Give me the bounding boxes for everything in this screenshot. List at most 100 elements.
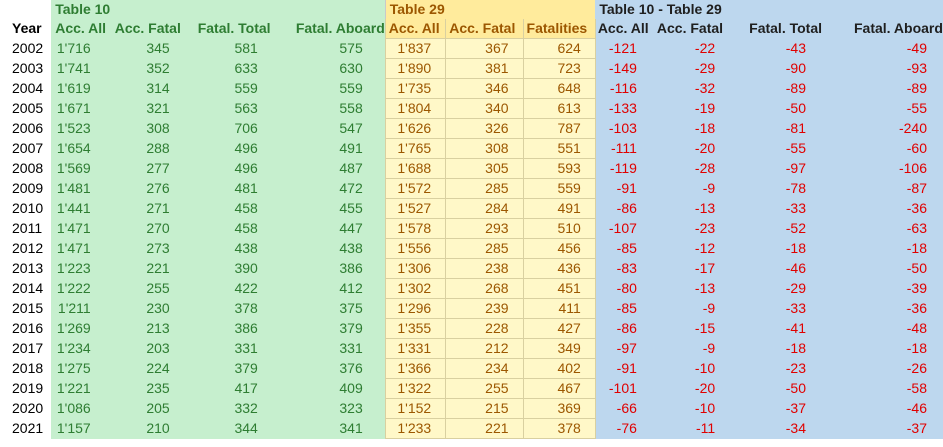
t10-value-cell[interactable]: 375: [279, 298, 386, 319]
t10-value-cell[interactable]: 547: [279, 118, 386, 139]
diff-value-cell[interactable]: -18: [822, 338, 943, 359]
t29-value-cell[interactable]: 1'152: [384, 398, 447, 419]
t29-value-cell[interactable]: 467: [522, 378, 596, 399]
diff-value-cell[interactable]: -80: [595, 278, 653, 299]
diff-value-cell[interactable]: -9: [652, 338, 732, 359]
t10-value-cell[interactable]: 221: [112, 258, 192, 279]
diff-value-cell[interactable]: -86: [595, 198, 653, 219]
diff-value-cell[interactable]: -107: [595, 218, 653, 239]
diff-value-cell[interactable]: -106: [822, 158, 943, 179]
diff-value-cell[interactable]: -83: [595, 258, 653, 279]
diff-value-cell[interactable]: -11: [652, 418, 732, 439]
t29-value-cell[interactable]: 451: [522, 278, 596, 299]
diff-value-cell[interactable]: -17: [652, 258, 732, 279]
t29-value-cell[interactable]: 378: [522, 418, 596, 439]
t29-value-cell[interactable]: 1'626: [384, 118, 447, 139]
t10-value-cell[interactable]: 458: [191, 198, 280, 219]
t29-value-cell[interactable]: 349: [522, 338, 596, 359]
diff-value-cell[interactable]: -111: [595, 138, 653, 159]
year-cell[interactable]: 2014: [12, 280, 44, 296]
diff-value-cell[interactable]: -28: [652, 158, 732, 179]
t29-value-cell[interactable]: 427: [522, 318, 596, 339]
diff-value-cell[interactable]: -97: [731, 158, 822, 179]
diff-value-cell[interactable]: -22: [652, 38, 732, 59]
t10-value-cell[interactable]: 331: [279, 338, 386, 359]
t10-value-cell[interactable]: 224: [112, 358, 192, 379]
year-cell[interactable]: 2008: [12, 160, 44, 176]
t29-value-cell[interactable]: 1'765: [384, 138, 447, 159]
year-cell[interactable]: 2005: [12, 100, 44, 116]
year-cell[interactable]: 2010: [12, 200, 44, 216]
diff-value-cell[interactable]: -9: [652, 298, 732, 319]
t10-value-cell[interactable]: 491: [279, 138, 386, 159]
t10-value-cell[interactable]: 332: [191, 398, 280, 419]
t29-value-cell[interactable]: 723: [522, 58, 596, 79]
t10-value-cell[interactable]: 1'569: [51, 158, 113, 179]
t10-value-cell[interactable]: 205: [112, 398, 192, 419]
diff-value-cell[interactable]: -89: [822, 78, 943, 99]
t10-value-cell[interactable]: 472: [279, 178, 386, 199]
diff-value-cell[interactable]: -91: [595, 358, 653, 379]
diff-value-cell[interactable]: -20: [652, 138, 732, 159]
t10-value-cell[interactable]: 270: [112, 218, 192, 239]
t10-value-cell[interactable]: 1'619: [51, 78, 113, 99]
t29-value-cell[interactable]: 436: [522, 258, 596, 279]
diff-value-cell[interactable]: -20: [652, 378, 732, 399]
diff-value-cell[interactable]: -29: [652, 58, 732, 79]
t10-value-cell[interactable]: 230: [112, 298, 192, 319]
t10-value-cell[interactable]: 379: [191, 358, 280, 379]
t29-value-cell[interactable]: 1'296: [384, 298, 447, 319]
diff-value-cell[interactable]: -63: [822, 218, 943, 239]
t29-value-cell[interactable]: 255: [445, 378, 524, 399]
year-cell[interactable]: 2017: [12, 340, 44, 356]
t10-value-cell[interactable]: 1'157: [51, 418, 113, 439]
year-cell[interactable]: 2006: [12, 120, 44, 136]
t29-value-cell[interactable]: 215: [445, 398, 524, 419]
diff-value-cell[interactable]: -87: [822, 178, 943, 199]
t29-value-cell[interactable]: 346: [445, 78, 524, 99]
diff-value-cell[interactable]: -13: [652, 198, 732, 219]
t10-value-cell[interactable]: 563: [191, 98, 280, 119]
diff-value-cell[interactable]: -116: [595, 78, 653, 99]
year-cell[interactable]: 2018: [12, 360, 44, 376]
diff-value-cell[interactable]: -240: [822, 118, 943, 139]
diff-value-cell[interactable]: -121: [595, 38, 653, 59]
diff-value-cell[interactable]: -32: [652, 78, 732, 99]
diff-value-cell[interactable]: -91: [595, 178, 653, 199]
t10-value-cell[interactable]: 558: [279, 98, 386, 119]
diff-value-cell[interactable]: -33: [731, 198, 822, 219]
t10-value-cell[interactable]: 496: [191, 138, 280, 159]
year-cell[interactable]: 2020: [12, 400, 44, 416]
t10-value-cell[interactable]: 323: [279, 398, 386, 419]
t10-value-cell[interactable]: 386: [279, 258, 386, 279]
t29-value-cell[interactable]: 369: [522, 398, 596, 419]
t29-value-cell[interactable]: 234: [445, 358, 524, 379]
t10-value-cell[interactable]: 1'716: [51, 38, 113, 59]
diff-value-cell[interactable]: -85: [595, 238, 653, 259]
t29-value-cell[interactable]: 293: [445, 218, 524, 239]
t10-value-cell[interactable]: 559: [279, 78, 386, 99]
t10-value-cell[interactable]: 390: [191, 258, 280, 279]
t29-value-cell[interactable]: 238: [445, 258, 524, 279]
diff-value-cell[interactable]: -37: [731, 398, 822, 419]
t10-value-cell[interactable]: 255: [112, 278, 192, 299]
year-cell[interactable]: 2019: [12, 380, 44, 396]
t10-value-cell[interactable]: 1'234: [51, 338, 113, 359]
t10-value-cell[interactable]: 487: [279, 158, 386, 179]
diff-value-cell[interactable]: -93: [822, 58, 943, 79]
t29-value-cell[interactable]: 491: [522, 198, 596, 219]
diff-value-cell[interactable]: -43: [731, 38, 822, 59]
t10-value-cell[interactable]: 235: [112, 378, 192, 399]
t10-value-cell[interactable]: 447: [279, 218, 386, 239]
t10-value-cell[interactable]: 581: [191, 38, 280, 59]
diff-value-cell[interactable]: -149: [595, 58, 653, 79]
t10-value-cell[interactable]: 417: [191, 378, 280, 399]
t29-value-cell[interactable]: 402: [522, 358, 596, 379]
year-cell[interactable]: 2009: [12, 180, 44, 196]
diff-value-cell[interactable]: -58: [822, 378, 943, 399]
t10-value-cell[interactable]: 277: [112, 158, 192, 179]
t10-value-cell[interactable]: 1'741: [51, 58, 113, 79]
diff-value-cell[interactable]: -50: [822, 258, 943, 279]
diff-value-cell[interactable]: -18: [731, 238, 822, 259]
t29-value-cell[interactable]: 1'556: [384, 238, 447, 259]
